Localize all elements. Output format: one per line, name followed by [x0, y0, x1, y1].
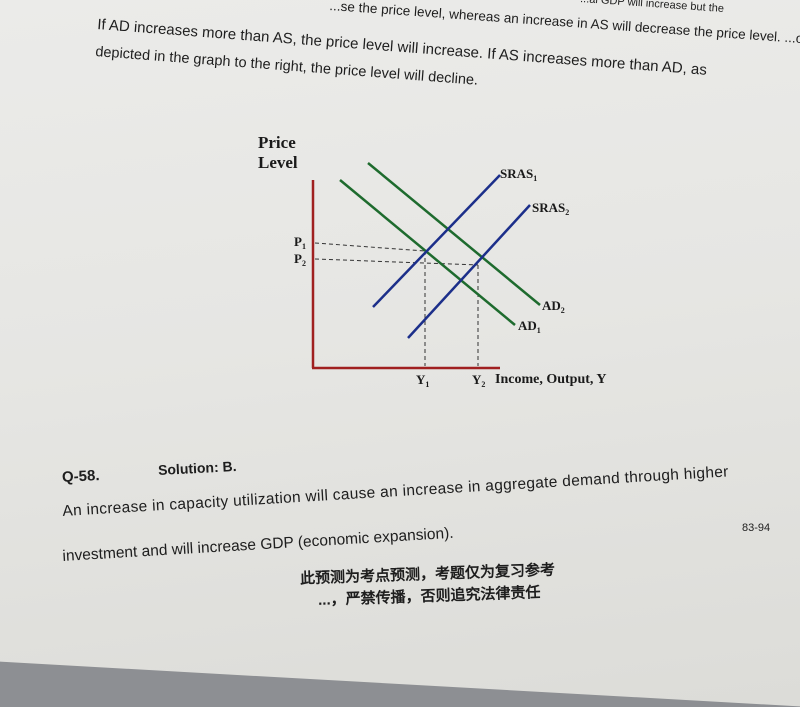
- ad2-label: AD2: [542, 298, 565, 315]
- sras1-label: SRAS1: [500, 166, 537, 183]
- ad2-curve: [367, 162, 541, 306]
- p1-label: P1: [294, 234, 306, 251]
- p2-label: P2: [294, 251, 306, 268]
- ad1-curve: [339, 179, 516, 326]
- x-axis-label: Income, Output, Y: [495, 372, 607, 387]
- ad1-label: AD1: [518, 318, 541, 335]
- y2-label: Y2: [472, 372, 485, 389]
- p1-guide: [314, 242, 426, 252]
- sras2-curve: [407, 204, 531, 339]
- sras2-label: SRAS2: [532, 200, 569, 217]
- page-number: 83-94: [742, 522, 771, 534]
- question-number: Q-58.: [61, 467, 100, 486]
- sras1-curve: [372, 174, 501, 308]
- y1-label: Y1: [416, 372, 429, 389]
- y-axis-label-2: Level: [258, 153, 298, 172]
- y-axis-label-1: Price: [258, 133, 296, 152]
- p2-guide: [314, 258, 479, 266]
- ad-as-graph: Price Level SRAS1 SRAS2 AD2 AD1 P1 P2 Y1…: [258, 133, 607, 389]
